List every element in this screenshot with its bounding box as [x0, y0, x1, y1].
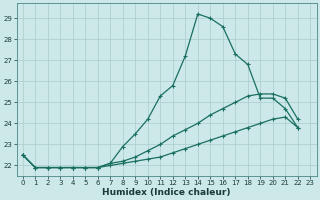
X-axis label: Humidex (Indice chaleur): Humidex (Indice chaleur): [102, 188, 231, 197]
